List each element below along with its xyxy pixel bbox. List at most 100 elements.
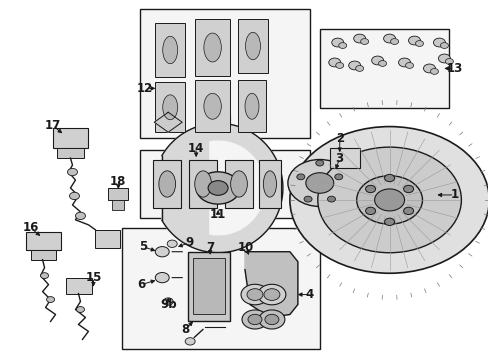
Text: 3: 3 [335,152,343,165]
Text: 12: 12 [137,82,153,95]
Text: 14: 14 [187,141,204,155]
Ellipse shape [159,171,175,197]
Circle shape [327,196,335,202]
Circle shape [348,61,360,70]
Text: 10: 10 [237,241,254,254]
Text: 9b: 9b [160,298,176,311]
Circle shape [155,273,169,283]
Circle shape [264,314,278,325]
Circle shape [335,63,343,68]
Circle shape [163,298,173,305]
Text: 4: 4 [305,288,313,301]
Ellipse shape [194,171,211,197]
Circle shape [41,273,48,279]
Polygon shape [244,252,297,318]
Circle shape [356,176,422,224]
Circle shape [360,39,368,45]
Circle shape [208,181,227,195]
Text: 1: 1 [449,188,458,202]
Text: 15: 15 [85,271,102,284]
Circle shape [287,159,351,206]
Circle shape [407,36,420,45]
Circle shape [371,56,383,65]
Text: 9: 9 [184,236,193,249]
Ellipse shape [203,93,221,119]
Circle shape [429,68,438,75]
Circle shape [415,41,423,46]
Circle shape [355,66,363,71]
Circle shape [365,207,375,215]
Bar [188,252,229,321]
Circle shape [438,54,449,63]
Ellipse shape [263,171,276,197]
Text: 8: 8 [181,323,189,336]
Bar [155,82,185,132]
Text: 13: 13 [446,62,462,75]
Text: 17: 17 [44,119,61,132]
Ellipse shape [163,36,177,64]
Circle shape [46,297,55,302]
Circle shape [440,42,447,49]
Text: 6: 6 [137,278,145,291]
Bar [155,23,185,77]
Bar [238,80,265,132]
Bar [108,188,128,200]
Circle shape [247,314,262,325]
Polygon shape [209,141,264,235]
Bar [65,278,92,293]
Ellipse shape [245,32,260,60]
Circle shape [258,284,285,305]
Circle shape [317,147,461,253]
Circle shape [403,207,413,215]
Bar [57,148,84,158]
Bar [31,250,56,260]
Polygon shape [154,112,182,132]
Circle shape [289,127,488,273]
Text: 18: 18 [110,175,126,189]
Polygon shape [162,123,282,253]
Circle shape [264,289,279,301]
Ellipse shape [203,33,221,62]
Circle shape [365,185,375,193]
Bar [189,160,217,208]
Text: 16: 16 [22,221,39,234]
Circle shape [384,174,394,182]
Circle shape [67,168,77,176]
Circle shape [246,289,263,301]
Bar [122,228,319,349]
Circle shape [334,174,342,180]
Circle shape [155,247,169,257]
Circle shape [75,212,85,220]
Circle shape [304,196,311,202]
Circle shape [167,240,177,247]
Circle shape [374,189,404,211]
Circle shape [242,310,267,329]
Bar [95,230,120,248]
Bar [329,148,359,168]
Circle shape [383,34,395,43]
Bar [205,115,229,125]
Circle shape [338,42,346,49]
Circle shape [432,38,445,47]
Circle shape [328,58,340,67]
Bar [319,28,448,108]
Circle shape [423,64,435,73]
Circle shape [403,185,413,193]
Bar [112,200,124,210]
Text: 2: 2 [335,132,343,145]
Circle shape [405,63,413,68]
Bar [52,128,88,148]
Bar [195,19,229,76]
Bar [224,160,252,208]
Circle shape [390,39,398,45]
Circle shape [384,218,394,225]
Circle shape [331,38,343,47]
Circle shape [315,160,323,166]
Bar [195,80,229,132]
Ellipse shape [230,171,247,197]
Circle shape [196,172,240,204]
Ellipse shape [244,93,259,119]
Bar [140,9,309,138]
Circle shape [185,338,195,345]
Bar [153,160,181,208]
